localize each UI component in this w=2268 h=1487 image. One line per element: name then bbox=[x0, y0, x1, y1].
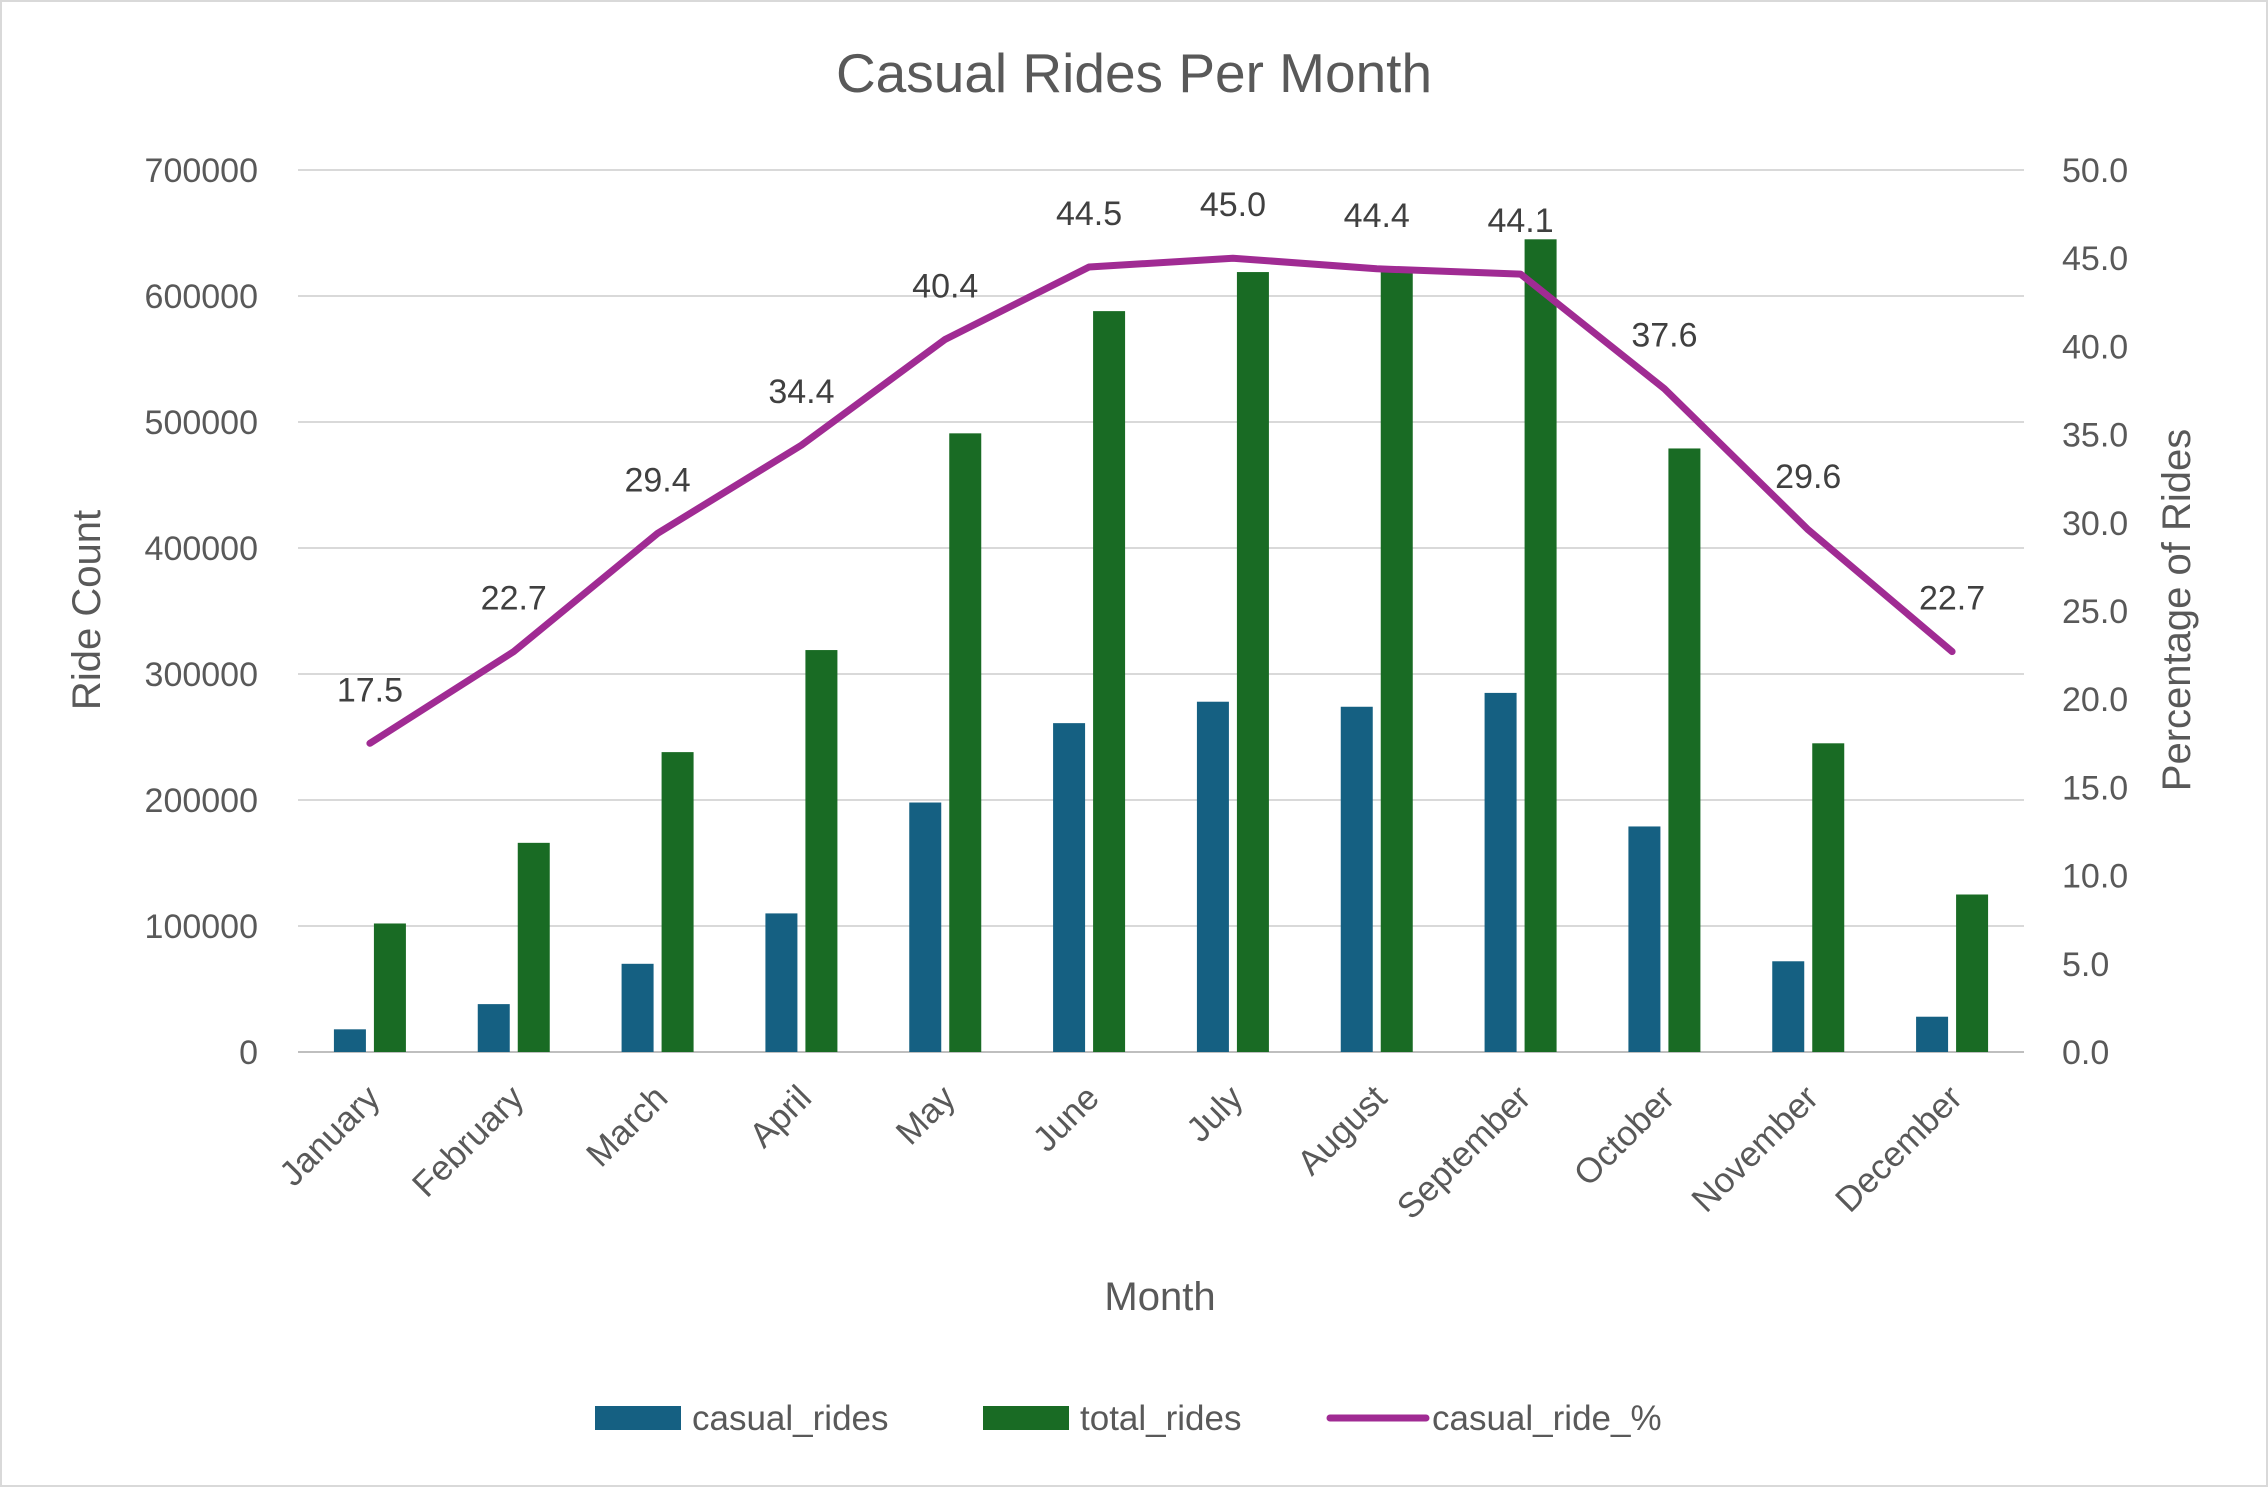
data-label: 22.7 bbox=[481, 580, 547, 618]
y-axis-title: Ride Count bbox=[65, 510, 109, 710]
bar-total-rides bbox=[805, 650, 838, 1052]
bar-total-rides bbox=[1380, 269, 1413, 1052]
data-label: 17.5 bbox=[337, 671, 403, 709]
x-tick-label: April bbox=[742, 1078, 819, 1155]
y2-tick-label: 35.0 bbox=[2062, 417, 2128, 455]
percentage-line bbox=[366, 254, 1956, 747]
bar-total-rides bbox=[1812, 743, 1845, 1052]
x-tick-label: December bbox=[1828, 1078, 1970, 1220]
x-tick-label: June bbox=[1025, 1078, 1106, 1159]
x-tick-label: August bbox=[1290, 1078, 1395, 1183]
chart-title: Casual Rides Per Month bbox=[836, 42, 1432, 104]
bar-total-rides bbox=[1093, 311, 1126, 1052]
left-axis-ticks: 0 100000 200000 300000 400000 500000 600000 700… bbox=[145, 152, 258, 1072]
x-axis-ticks: January February March April May June July Augu… bbox=[272, 1078, 1970, 1227]
y-tick-label: 100000 bbox=[145, 908, 258, 946]
x-tick-label: January bbox=[272, 1078, 388, 1194]
data-label: 22.7 bbox=[1919, 580, 1985, 618]
y-tick-label: 0 bbox=[239, 1034, 258, 1072]
x-tick-label: March bbox=[579, 1078, 675, 1174]
legend-swatch-total-rides bbox=[983, 1406, 1069, 1430]
x-tick-label: September bbox=[1390, 1078, 1539, 1227]
bar-total-rides bbox=[661, 752, 694, 1052]
y-tick-label: 700000 bbox=[145, 152, 258, 190]
bars bbox=[333, 239, 1989, 1053]
data-label: 44.1 bbox=[1487, 202, 1553, 240]
y2-tick-label: 45.0 bbox=[2062, 240, 2128, 278]
y2-tick-label: 25.0 bbox=[2062, 593, 2128, 631]
bar-total-rides bbox=[1236, 272, 1269, 1052]
x-tick-label: May bbox=[889, 1078, 964, 1153]
bar-casual-rides bbox=[1340, 706, 1373, 1052]
y2-tick-label: 50.0 bbox=[2062, 152, 2128, 190]
bar-casual-rides bbox=[1053, 723, 1086, 1052]
bar-total-rides bbox=[1668, 448, 1701, 1053]
bar-total-rides bbox=[1956, 894, 1989, 1052]
bar-casual-rides bbox=[621, 963, 654, 1052]
legend-swatch-casual-rides bbox=[595, 1406, 681, 1430]
bar-casual-rides bbox=[333, 1029, 366, 1052]
bar-casual-rides bbox=[1484, 692, 1517, 1052]
data-label: 40.4 bbox=[912, 267, 978, 305]
legend: casual_rides total_rides casual_ride_% bbox=[595, 1399, 1662, 1438]
line-casual-ride-pct bbox=[366, 254, 1956, 747]
y-tick-label: 600000 bbox=[145, 278, 258, 316]
legend-label-casual-rides: casual_rides bbox=[692, 1399, 889, 1438]
x-tick-label: November bbox=[1684, 1078, 1826, 1220]
y2-tick-label: 0.0 bbox=[2062, 1034, 2109, 1072]
data-label: 44.5 bbox=[1056, 195, 1122, 233]
y2-tick-label: 5.0 bbox=[2062, 946, 2109, 984]
data-label: 37.6 bbox=[1631, 317, 1697, 355]
data-labels: 17.5 22.7 29.4 34.4 40.4 44.5 45.0 44.4 44.1 37.6… bbox=[337, 186, 1985, 709]
legend-label-casual-ride-pct: casual_ride_% bbox=[1432, 1399, 1662, 1438]
y2-tick-label: 15.0 bbox=[2062, 769, 2128, 807]
bar-casual-rides bbox=[1916, 1016, 1949, 1052]
x-tick-label: July bbox=[1179, 1078, 1251, 1150]
legend-label-total-rides: total_rides bbox=[1080, 1399, 1241, 1438]
y2-tick-label: 20.0 bbox=[2062, 681, 2128, 719]
bar-casual-rides bbox=[765, 913, 798, 1052]
data-label: 44.4 bbox=[1344, 197, 1410, 235]
bar-total-rides bbox=[517, 842, 550, 1052]
data-label: 34.4 bbox=[768, 373, 834, 411]
gridlines bbox=[298, 169, 2024, 1053]
bar-casual-rides bbox=[477, 1004, 510, 1052]
x-axis-title: Month bbox=[1104, 1275, 1215, 1319]
bar-casual-rides bbox=[1628, 826, 1661, 1052]
bar-total-rides bbox=[1524, 239, 1557, 1053]
y2-tick-label: 30.0 bbox=[2062, 505, 2128, 543]
x-tick-label: October bbox=[1566, 1078, 1682, 1194]
bar-total-rides bbox=[949, 433, 982, 1053]
x-tick-label: February bbox=[405, 1078, 532, 1205]
data-label: 45.0 bbox=[1200, 186, 1266, 224]
bar-casual-rides bbox=[1196, 701, 1229, 1052]
y-tick-label: 500000 bbox=[145, 404, 258, 442]
data-label: 29.4 bbox=[624, 461, 690, 499]
bar-casual-rides bbox=[909, 802, 942, 1052]
right-axis-ticks: 0.0 5.0 10.0 15.0 20.0 25.0 30.0 35.0 40.0 45.0 50… bbox=[2062, 152, 2128, 1072]
bar-casual-rides bbox=[1772, 961, 1805, 1052]
bar-total-rides bbox=[373, 923, 406, 1052]
y-tick-label: 200000 bbox=[145, 782, 258, 820]
y-tick-label: 400000 bbox=[145, 530, 258, 568]
y2-axis-title: Percentage of Rides bbox=[2155, 429, 2199, 791]
data-label: 29.6 bbox=[1775, 458, 1841, 496]
y2-tick-label: 10.0 bbox=[2062, 858, 2128, 896]
y-tick-label: 300000 bbox=[145, 656, 258, 694]
y2-tick-label: 40.0 bbox=[2062, 328, 2128, 366]
